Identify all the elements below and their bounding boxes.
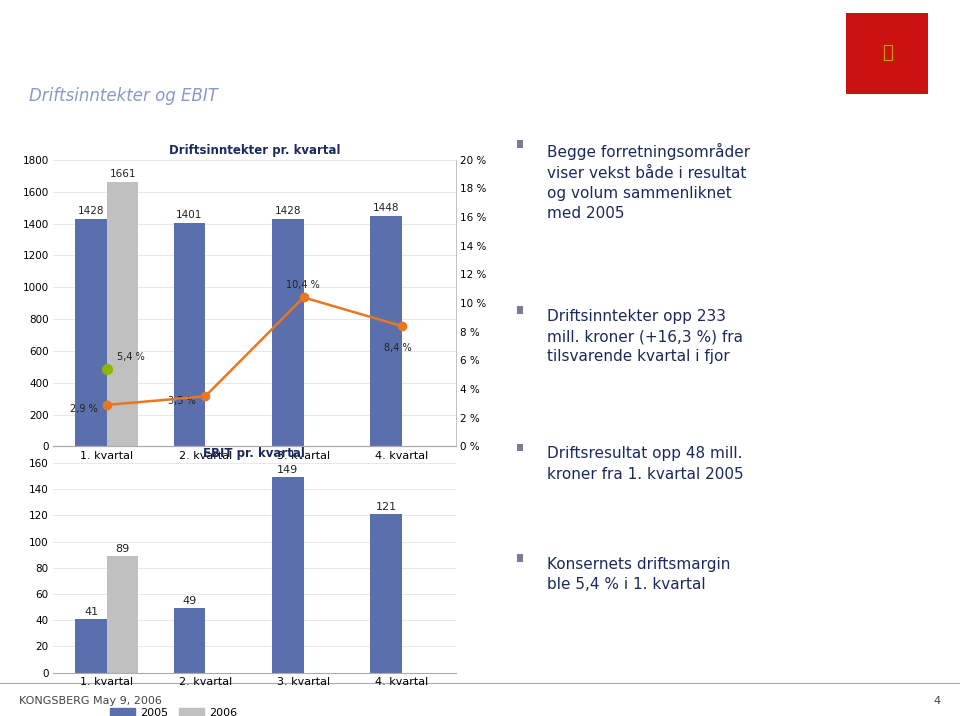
FancyBboxPatch shape — [846, 13, 928, 94]
FancyBboxPatch shape — [516, 306, 523, 314]
Text: Økonomisk status pr. 1. kvartal 2006: Økonomisk status pr. 1. kvartal 2006 — [29, 27, 520, 52]
Text: 5,4 %: 5,4 % — [117, 352, 144, 362]
FancyBboxPatch shape — [516, 443, 523, 452]
Bar — [107, 182, 138, 447]
Text: 4: 4 — [934, 695, 941, 705]
Text: 2,9 %: 2,9 % — [69, 405, 97, 415]
Text: 89: 89 — [115, 544, 130, 554]
Legend: 2005, 2006: 2005, 2006 — [106, 703, 242, 716]
Bar — [371, 514, 402, 672]
Title: EBIT pr. kvartal: EBIT pr. kvartal — [204, 448, 305, 460]
Text: Driftsinntekter opp 233
mill. kroner (+16,3 %) fra
tilsvarende kvartal i fjor: Driftsinntekter opp 233 mill. kroner (+1… — [547, 309, 743, 364]
Text: 3,5 %: 3,5 % — [168, 396, 196, 406]
Text: Driftsinntekter og EBIT: Driftsinntekter og EBIT — [29, 87, 218, 105]
Bar — [76, 619, 107, 672]
Text: 49: 49 — [182, 596, 197, 606]
Title: Driftsinntekter pr. kvartal: Driftsinntekter pr. kvartal — [169, 144, 340, 158]
Bar — [76, 219, 107, 447]
Text: KONGSBERG May 9, 2006: KONGSBERG May 9, 2006 — [19, 695, 162, 705]
Text: 1448: 1448 — [372, 203, 399, 213]
Bar — [174, 609, 205, 672]
Bar — [272, 219, 303, 447]
Text: Konsernets driftsmargin
ble 5,4 % i 1. kvartal: Konsernets driftsmargin ble 5,4 % i 1. k… — [547, 557, 731, 592]
Text: 👑: 👑 — [882, 44, 893, 62]
FancyBboxPatch shape — [516, 140, 523, 148]
Text: 10,4 %: 10,4 % — [286, 280, 320, 290]
Text: 8,4 %: 8,4 % — [384, 343, 412, 353]
Text: Driftsresultat opp 48 mill.
kroner fra 1. kvartal 2005: Driftsresultat opp 48 mill. kroner fra 1… — [547, 447, 744, 482]
Bar — [371, 216, 402, 447]
Text: KONGSBERG: KONGSBERG — [855, 99, 919, 108]
Text: 1428: 1428 — [275, 206, 301, 216]
Legend: 2005, 2006, EBIT-margin 06: 2005, 2006, EBIT-margin 06 — [75, 480, 337, 500]
Bar — [272, 478, 303, 672]
Text: 1661: 1661 — [109, 169, 136, 179]
FancyBboxPatch shape — [516, 553, 523, 562]
Text: 149: 149 — [277, 465, 299, 475]
Text: Begge forretningsområder
viser vekst både i resultat
og volum sammenliknet
med 2: Begge forretningsområder viser vekst båd… — [547, 143, 751, 221]
Text: 41: 41 — [84, 607, 98, 617]
Text: 121: 121 — [375, 502, 396, 512]
Bar — [174, 223, 205, 447]
Text: 1401: 1401 — [177, 211, 203, 221]
Bar — [107, 556, 138, 672]
Text: 1428: 1428 — [78, 206, 105, 216]
